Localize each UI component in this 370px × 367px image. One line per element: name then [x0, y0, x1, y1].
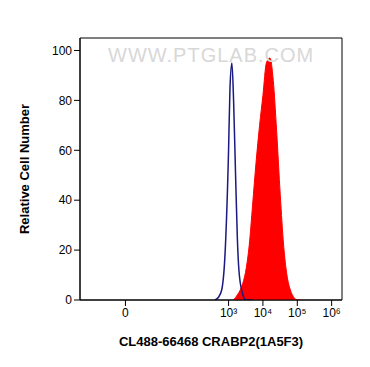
svg-text:40: 40 [59, 193, 73, 207]
svg-text:10⁴: 10⁴ [254, 306, 273, 320]
html-text:WWW.PTGLAB.COM: WWW.PTGLAB.COM [108, 44, 315, 66]
svg-text:Relative Cell Number: Relative Cell Number [17, 104, 32, 234]
svg-text:100: 100 [52, 44, 72, 58]
svg-text:10⁶: 10⁶ [323, 306, 341, 320]
svg-text:0: 0 [65, 293, 72, 307]
svg-text:10³: 10³ [220, 306, 237, 320]
svg-text:0: 0 [122, 306, 129, 320]
svg-text:10⁵: 10⁵ [288, 306, 306, 320]
svg-text:80: 80 [59, 94, 73, 108]
svg-text:60: 60 [59, 144, 73, 158]
svg-text:20: 20 [59, 243, 73, 257]
svg-text:CL488-66468 CRABP2(1A5F3): CL488-66468 CRABP2(1A5F3) [119, 334, 303, 349]
